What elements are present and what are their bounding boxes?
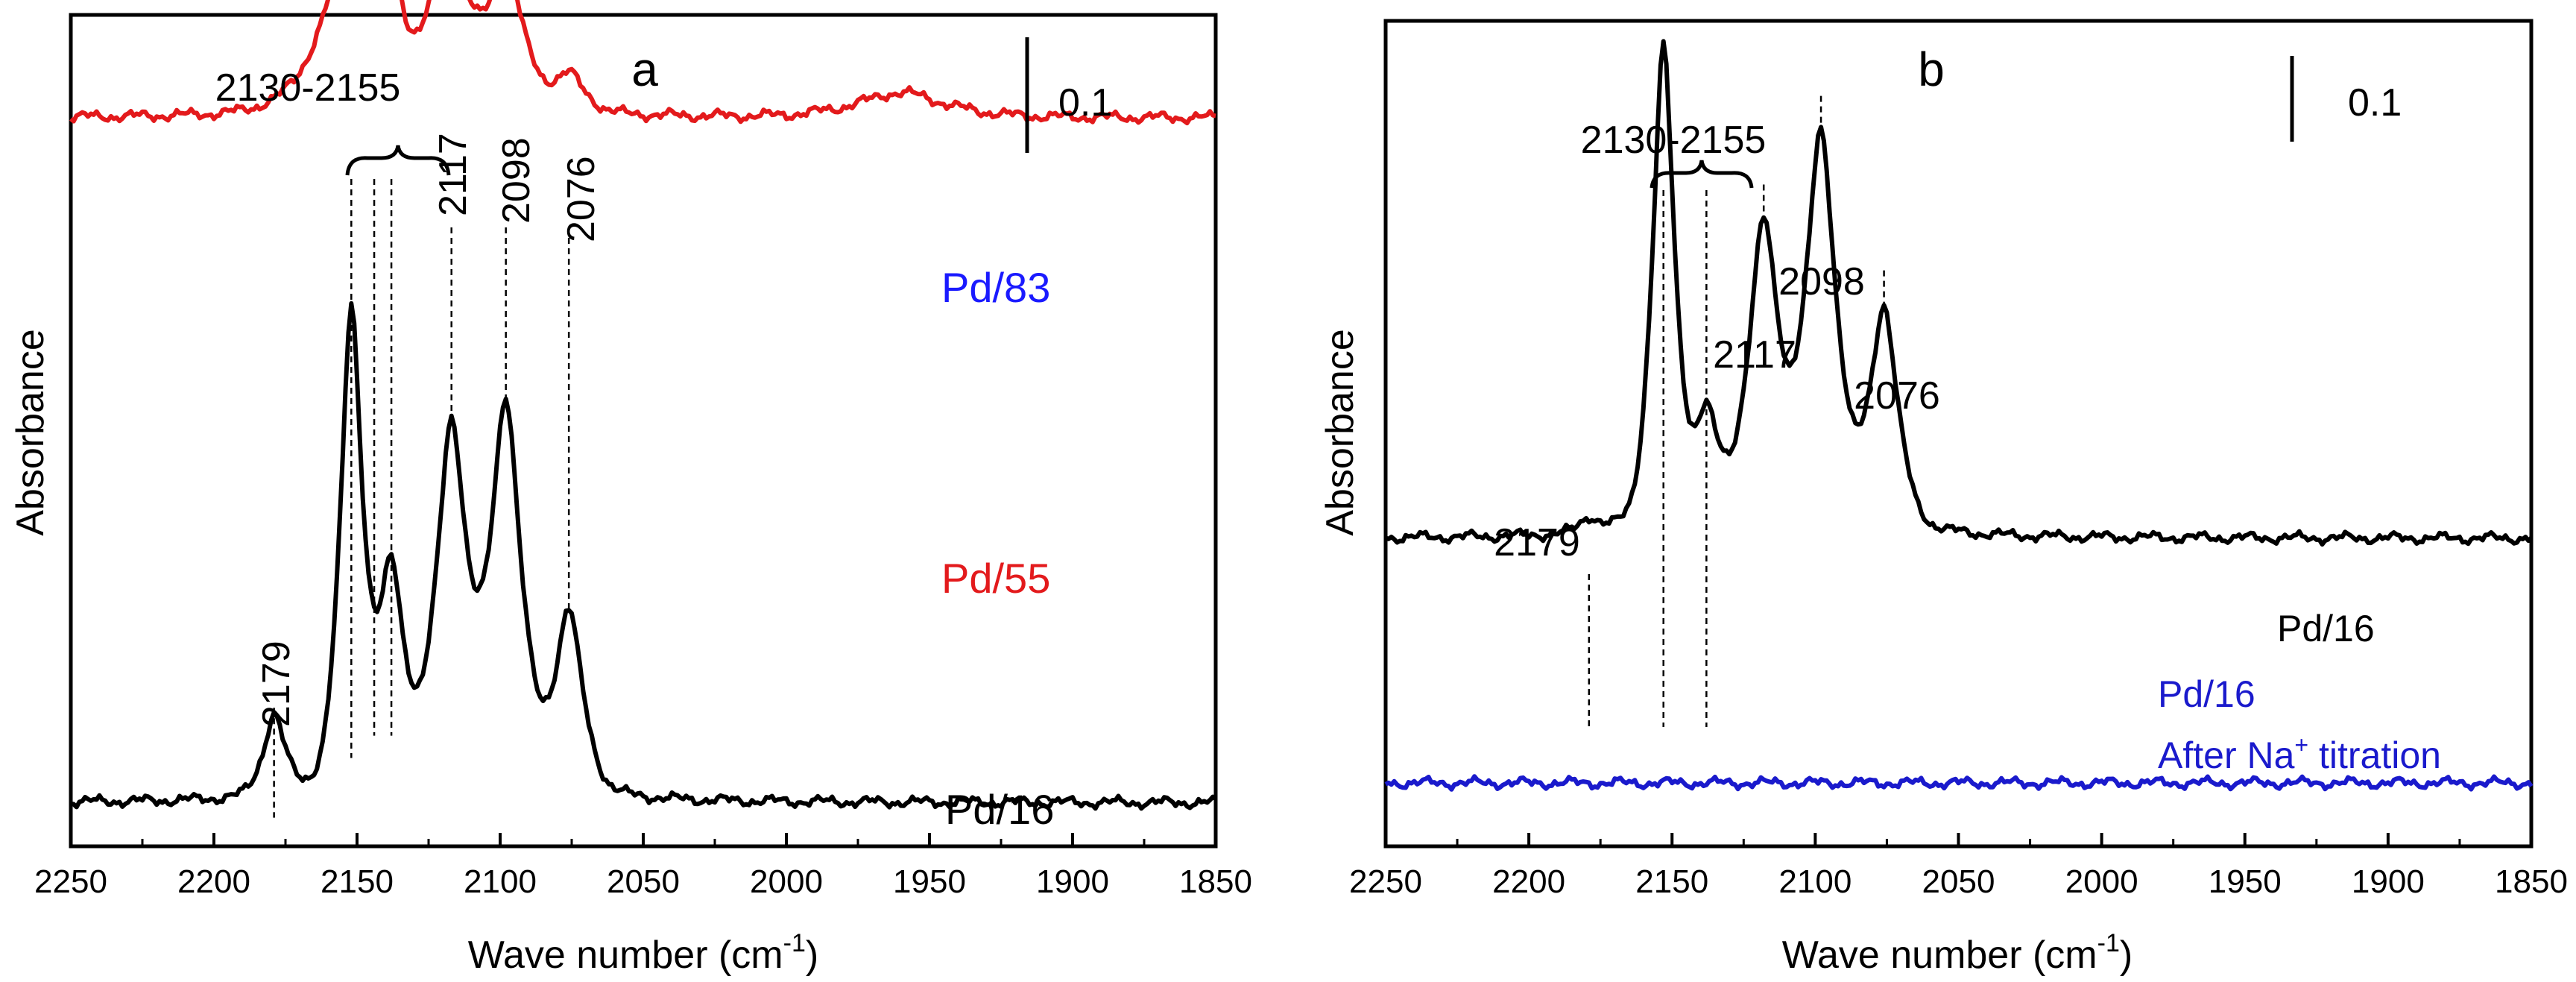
panel-a-y-axis-title: Absorbance — [9, 329, 52, 536]
panel-a-x-axis-title-main: Wave number (cm — [468, 934, 783, 977]
series-label-pd16: Pd/16 — [945, 786, 1054, 833]
series-label-b-pd16: Pd/16 — [2277, 608, 2375, 649]
after-na-sup: + — [2294, 731, 2308, 758]
x-tick-label: 2050 — [1922, 863, 1995, 900]
x-tick-label: 2050 — [607, 863, 680, 900]
panel-a-x-axis-title-sup: -1 — [783, 929, 806, 957]
peak-label-b-2076: 2076 — [1854, 374, 1940, 418]
x-tick-label: 2000 — [2065, 863, 2138, 900]
x-tick-label: 2200 — [177, 863, 250, 900]
panel-a-scale-label: 0.1 — [1058, 81, 1112, 125]
panel-b-x-axis-title: Wave number (cm-1) — [1782, 929, 2133, 977]
panel-b-guide-lines — [1588, 95, 1885, 731]
panel-b-range-label: 2130-2155 — [1581, 119, 1767, 162]
panel-a-series — [69, 0, 1217, 811]
panel-a-x-axis-title: Wave number (cm-1) — [468, 929, 818, 977]
series-label-pd83: Pd/83 — [941, 264, 1050, 311]
panel-b-y-axis-title: Absorbance — [1319, 329, 1362, 536]
panel-a-range-label: 2130-2155 — [215, 66, 401, 110]
x-tick-label: 2200 — [1492, 863, 1565, 900]
x-tick-label: 2000 — [750, 863, 823, 900]
x-tick-label: 2100 — [1778, 863, 1852, 900]
series-label-b-after-na: After Na+ titration — [2158, 731, 2441, 776]
panel-b-x-axis-title-end: ) — [2120, 934, 2133, 977]
panel-b-x-ticks: 2250 2200 2150 2100 2050 2000 1950 1900 1850 — [1349, 833, 2568, 900]
panel-a: 2250 2200 2150 2100 2050 2000 1950 1900 1850 a 0… — [9, 0, 1252, 977]
peak-label-b-2098: 2098 — [1778, 260, 1865, 303]
x-tick-label: 2250 — [1349, 863, 1422, 900]
x-tick-label: 1900 — [2352, 863, 2425, 900]
peak-label-a-2179: 2179 — [255, 640, 298, 727]
panel-b-series — [1384, 39, 2534, 792]
x-tick-label: 1850 — [2495, 863, 2568, 900]
panel-b-frame — [1383, 19, 2534, 849]
panel-b-label: b — [1918, 43, 1945, 96]
panel-a-label: a — [631, 43, 658, 96]
series-label-pd55: Pd/55 — [941, 555, 1050, 602]
x-tick-label: 1900 — [1036, 863, 1109, 900]
x-tick-label: 1950 — [893, 863, 966, 900]
peak-label-b-2179: 2179 — [1494, 521, 1580, 564]
peak-label-a-2098: 2098 — [495, 137, 538, 224]
panel-a-x-axis-title-end: ) — [806, 934, 818, 977]
panel-a-bracket — [345, 145, 451, 176]
peak-label-a-2117: 2117 — [432, 133, 475, 216]
panel-a-frame — [69, 13, 1218, 849]
after-na-main: After Na — [2158, 734, 2295, 776]
series-line — [1384, 774, 2534, 792]
after-na-end: titration — [2308, 734, 2441, 776]
panel-a-guide-lines — [273, 179, 570, 818]
x-tick-label: 2250 — [34, 863, 107, 900]
peak-label-a-2076: 2076 — [560, 156, 603, 242]
series-line — [1384, 39, 2534, 547]
panel-b-bracket — [1650, 160, 1754, 189]
series-line — [70, 300, 1217, 811]
x-tick-label: 2100 — [464, 863, 537, 900]
series-label-b-pd16-na: Pd/16 — [2158, 673, 2255, 715]
x-tick-label: 1850 — [1179, 863, 1252, 900]
x-tick-label: 2150 — [321, 863, 394, 900]
x-tick-label: 1950 — [2209, 863, 2282, 900]
panel-b: 2250 2200 2150 2100 2050 2000 1950 1900 1850 b 0… — [1319, 19, 2568, 977]
panel-b-x-axis-title-main: Wave number (cm — [1782, 934, 2097, 977]
peak-label-b-2117: 2117 — [1713, 333, 1796, 377]
panel-b-scale-label: 0.1 — [2348, 81, 2402, 125]
panel-b-x-axis-title-sup: -1 — [2097, 929, 2120, 957]
series-line — [69, 0, 1216, 126]
panel-a-x-ticks: 2250 2200 2150 2100 2050 2000 1950 1900 1850 — [34, 833, 1252, 900]
x-tick-label: 2150 — [1635, 863, 1708, 900]
